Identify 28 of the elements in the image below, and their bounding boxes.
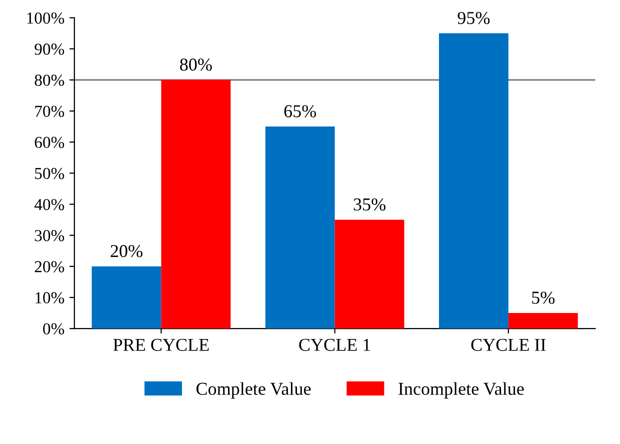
y-tick-label: 0% — [43, 323, 64, 335]
y-tick-label: 100% — [27, 12, 64, 24]
y-tick-label: 50% — [35, 168, 64, 180]
y-tick-label: 10% — [36, 292, 64, 304]
legend-label: Incomplete Value — [398, 382, 524, 399]
y-tick-label: 80% — [34, 74, 64, 86]
text: 35% — [354, 198, 386, 211]
text: 5% — [532, 292, 555, 304]
x-tick-label: PRE CYCLE — [113, 338, 209, 351]
x-tick-label: CYCLE II — [471, 338, 546, 351]
y-tick-label: 60% — [34, 136, 64, 148]
text: 20% — [110, 244, 142, 258]
text: 80% — [180, 58, 212, 71]
y-tick-label: 40% — [34, 198, 64, 210]
y-tick-label: 30% — [34, 230, 64, 242]
bar — [508, 313, 578, 329]
y-tick-label: 70% — [35, 106, 64, 117]
x-tick-label: CYCLE 1 — [299, 338, 370, 351]
bar — [161, 80, 231, 329]
text: 65% — [284, 105, 316, 118]
bar — [92, 266, 162, 329]
y-tick-label: 90% — [34, 44, 64, 55]
y-tick-label: 20% — [34, 261, 64, 272]
text: 95% — [458, 12, 490, 24]
bar — [438, 33, 508, 329]
bar — [265, 126, 335, 329]
legend-label: Complete Value — [196, 382, 311, 399]
bar — [334, 220, 404, 329]
